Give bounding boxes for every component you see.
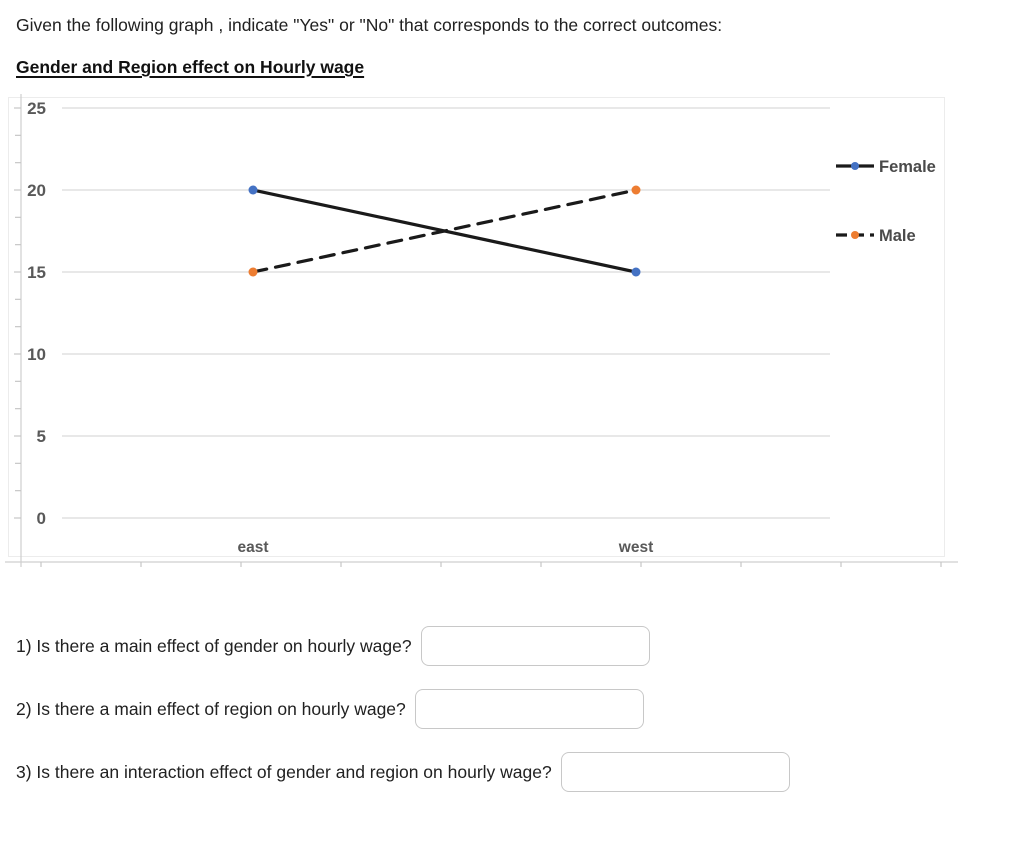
data-marker-male [631,185,641,195]
question-row-1: 1) Is there a main effect of gender on h… [16,625,650,667]
y-tick-label: 25 [27,99,46,118]
question-1-answer-input[interactable] [420,626,650,666]
question-row-3: 3) Is there an interaction effect of gen… [16,751,790,793]
wage-line-chart: 0 5 10 15 20 25 east west Female Male [5,94,958,567]
wage-chart-container: 0 5 10 15 20 25 east west Female Male [0,88,1010,582]
y-tick-label: 10 [27,345,46,364]
series-line-male [251,188,638,274]
question-3-answer-input[interactable] [560,752,790,792]
legend-label-male: Male [879,227,916,245]
data-marker-male [248,267,258,277]
category-label: west [618,539,653,556]
legend-label-female: Female [879,158,936,176]
chart-card [8,97,945,557]
graph-title: Gender and Region effect on Hourly wage [16,57,365,77]
question-1-label: 1) Is there a main effect of gender on h… [16,635,412,656]
question-3-label: 3) Is there an interaction effect of gen… [16,761,552,782]
legend-marker-female [851,162,859,170]
question-row-2: 2) Is there a main effect of region on h… [16,688,644,730]
data-marker-female [248,185,258,195]
question-2-answer-input[interactable] [414,689,644,729]
category-label: east [237,539,268,556]
y-tick-label: 0 [37,509,46,528]
y-tick-label: 20 [27,181,46,200]
data-marker-female [631,267,641,277]
y-tick-label: 15 [27,263,46,282]
legend-marker-male [851,231,859,239]
question-prompt: Given the following graph , indicate "Ye… [16,15,723,35]
y-tick-label: 5 [37,427,46,446]
question-2-label: 2) Is there a main effect of region on h… [16,698,406,719]
